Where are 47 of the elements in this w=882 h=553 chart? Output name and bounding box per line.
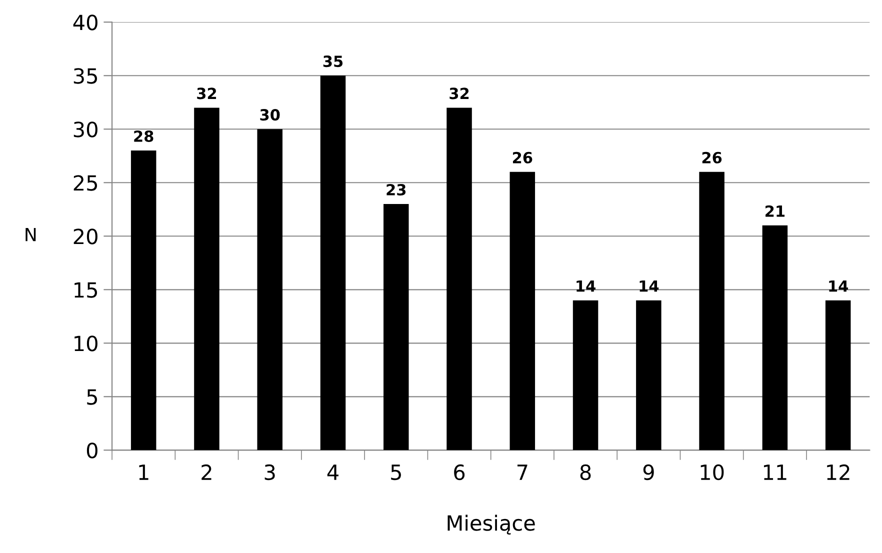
x-tick-label: 2 [202, 464, 212, 480]
data-label: 35 [323, 56, 343, 68]
data-label: 21 [766, 205, 785, 217]
data-label: 26 [512, 152, 532, 164]
x-axis-title: Miesiące [448, 514, 535, 535]
x-tick-label: 11 [764, 464, 786, 480]
data-label: 30 [260, 109, 280, 121]
bar [572, 300, 598, 450]
x-tick-label: 9 [643, 464, 654, 480]
y-tick-label: 0 [86, 442, 98, 458]
y-tick-label: 10 [74, 336, 98, 352]
data-label: 28 [134, 130, 154, 142]
x-tick-label: 4 [327, 464, 338, 480]
data-label: 23 [386, 184, 406, 196]
y-tick-label: 15 [74, 282, 97, 298]
bar [384, 204, 409, 450]
x-tick-label: 10 [700, 464, 724, 480]
bar [320, 76, 346, 450]
bar [446, 108, 472, 450]
bar [194, 108, 220, 450]
x-tick-label: 3 [264, 464, 275, 480]
data-label: 14 [576, 280, 596, 292]
y-tick-label: 5 [87, 389, 97, 405]
bar [762, 225, 788, 450]
x-tick-label: 5 [391, 464, 401, 480]
bar [257, 129, 282, 450]
y-tick-label: 25 [74, 175, 97, 191]
y-tick-label: 40 [73, 14, 98, 30]
y-tick-label: 20 [74, 228, 98, 244]
x-tick-label: 8 [580, 464, 591, 480]
bar [510, 172, 536, 450]
bar [130, 150, 156, 450]
x-tick-label: 12 [827, 464, 850, 480]
x-tick-label: 6 [454, 464, 465, 480]
data-label: 26 [702, 152, 722, 164]
bar [825, 300, 851, 450]
data-label: 14 [640, 280, 659, 292]
x-tick-label: 1 [139, 464, 148, 480]
data-label: 14 [829, 280, 848, 292]
data-label: 32 [197, 88, 216, 100]
y-tick-label: 35 [74, 68, 97, 84]
bar [636, 300, 662, 450]
x-tick-label: 7 [517, 464, 528, 480]
y-axis-title: N [26, 228, 36, 242]
y-tick-label: 30 [74, 122, 98, 138]
data-label: 32 [450, 88, 469, 100]
bar [699, 172, 724, 450]
